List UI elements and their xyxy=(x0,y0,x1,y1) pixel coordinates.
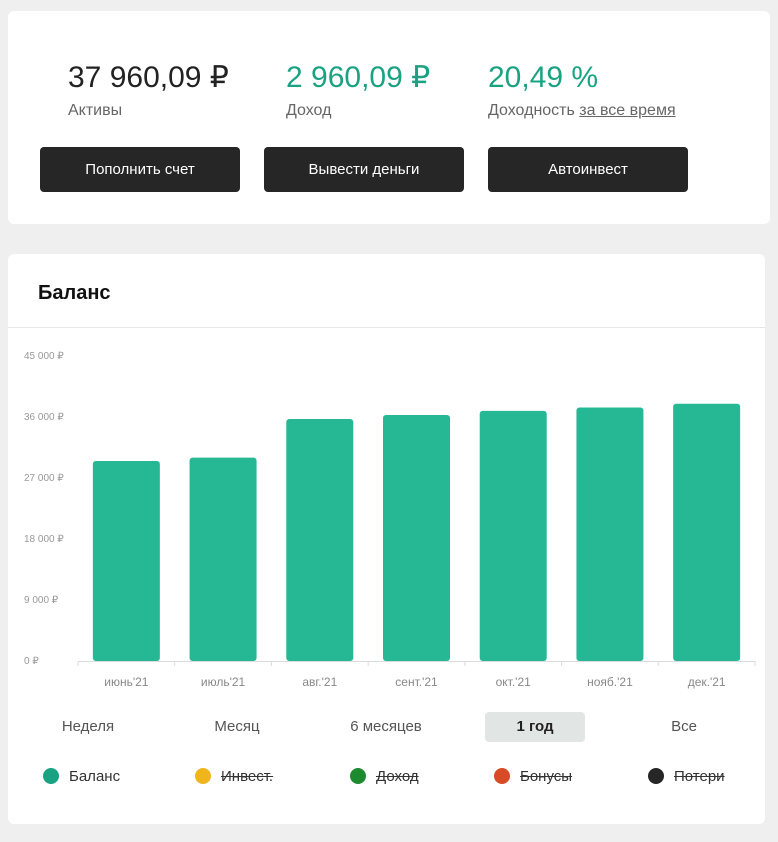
assets-stat: 37 960,09 ₽ Активы xyxy=(68,61,229,121)
assets-value: 37 960,09 ₽ xyxy=(68,61,229,94)
legend-item[interactable]: Бонусы xyxy=(494,766,572,786)
legend-dot-icon xyxy=(195,768,211,784)
income-value: 2 960,09 ₽ xyxy=(286,61,431,94)
legend-item[interactable]: Инвест. xyxy=(195,766,273,786)
legend-dot-icon xyxy=(648,768,664,784)
balance-chart: 0 ₽ 9 000 ₽ 18 000 ₽ 27 000 ₽ 36 000 ₽ 45 000… xyxy=(24,351,756,689)
income-label: Доход xyxy=(286,102,332,119)
y-tick-label: 0 ₽ xyxy=(24,656,39,667)
y-tick-label: 18 000 ₽ xyxy=(24,534,64,545)
x-category-label: окт.'21 xyxy=(496,675,532,689)
legend-label: Доход xyxy=(376,767,419,785)
x-category-label: авг.'21 xyxy=(302,675,337,689)
legend-item[interactable]: Потери xyxy=(648,766,725,786)
balance-card: Баланс 0 ₽ 9 000 ₽ 18 000 ₽ 27 000 ₽ 36 000 … xyxy=(8,254,765,824)
y-tick-label: 36 000 ₽ xyxy=(24,412,64,423)
balance-bar[interactable] xyxy=(479,410,547,661)
period-tab-5[interactable]: Все xyxy=(671,718,697,735)
balance-title: Баланс xyxy=(38,282,111,304)
income-stat: 2 960,09 ₽ Доход xyxy=(286,61,430,121)
yield-value: 20,49 % xyxy=(488,61,599,94)
legend-label: Потери xyxy=(674,767,725,785)
period-tab-4[interactable]: 1 год xyxy=(485,712,585,742)
balance-bar[interactable] xyxy=(383,414,450,661)
legend-dot-icon xyxy=(494,768,510,784)
balance-divider xyxy=(8,327,765,328)
y-tick-label: 27 000 ₽ xyxy=(24,473,64,484)
y-tick-label: 45 000 ₽ xyxy=(24,351,64,362)
balance-bar[interactable] xyxy=(189,457,257,661)
deposit-button[interactable]: Пополнить счет xyxy=(40,147,240,192)
legend-label: Инвест. xyxy=(221,767,274,785)
legend-item[interactable]: Доход xyxy=(350,766,419,786)
assets-label: Активы xyxy=(68,102,123,119)
y-tick-label: 9 000 ₽ xyxy=(24,595,59,606)
balance-bar[interactable] xyxy=(92,461,160,661)
period-tab-3[interactable]: 6 месяцев xyxy=(350,718,422,735)
yield-period-link[interactable]: за все время xyxy=(579,102,676,119)
balance-bar[interactable] xyxy=(286,419,354,661)
yield-stat: 20,49 % Доходность за все время xyxy=(488,61,676,121)
legend-dot-icon xyxy=(43,768,59,784)
legend-item[interactable]: Баланс xyxy=(43,766,120,786)
period-tab-1[interactable]: Неделя xyxy=(61,718,115,735)
period-tab-2[interactable]: Месяц xyxy=(214,718,260,735)
legend-dot-icon xyxy=(350,768,366,784)
yield-label: Доходность xyxy=(488,102,575,119)
x-category-label: июнь'21 xyxy=(104,675,149,689)
legend-label: Баланс xyxy=(69,767,121,785)
balance-bar[interactable] xyxy=(576,407,644,661)
autoinvest-button[interactable]: Автоинвест xyxy=(488,147,688,192)
yield-label-row: Доходность за все время xyxy=(488,101,676,121)
x-category-label: нояб.'21 xyxy=(587,675,633,689)
balance-bar[interactable] xyxy=(673,403,741,661)
withdraw-button[interactable]: Вывести деньги xyxy=(264,147,464,192)
x-category-label: июль'21 xyxy=(201,675,246,689)
x-category-label: дек.'21 xyxy=(688,675,726,689)
legend-label: Бонусы xyxy=(520,767,573,785)
summary-card: 37 960,09 ₽ Активы 2 960,09 ₽ Доход 20,4… xyxy=(8,11,770,224)
x-category-label: сент.'21 xyxy=(395,675,438,689)
